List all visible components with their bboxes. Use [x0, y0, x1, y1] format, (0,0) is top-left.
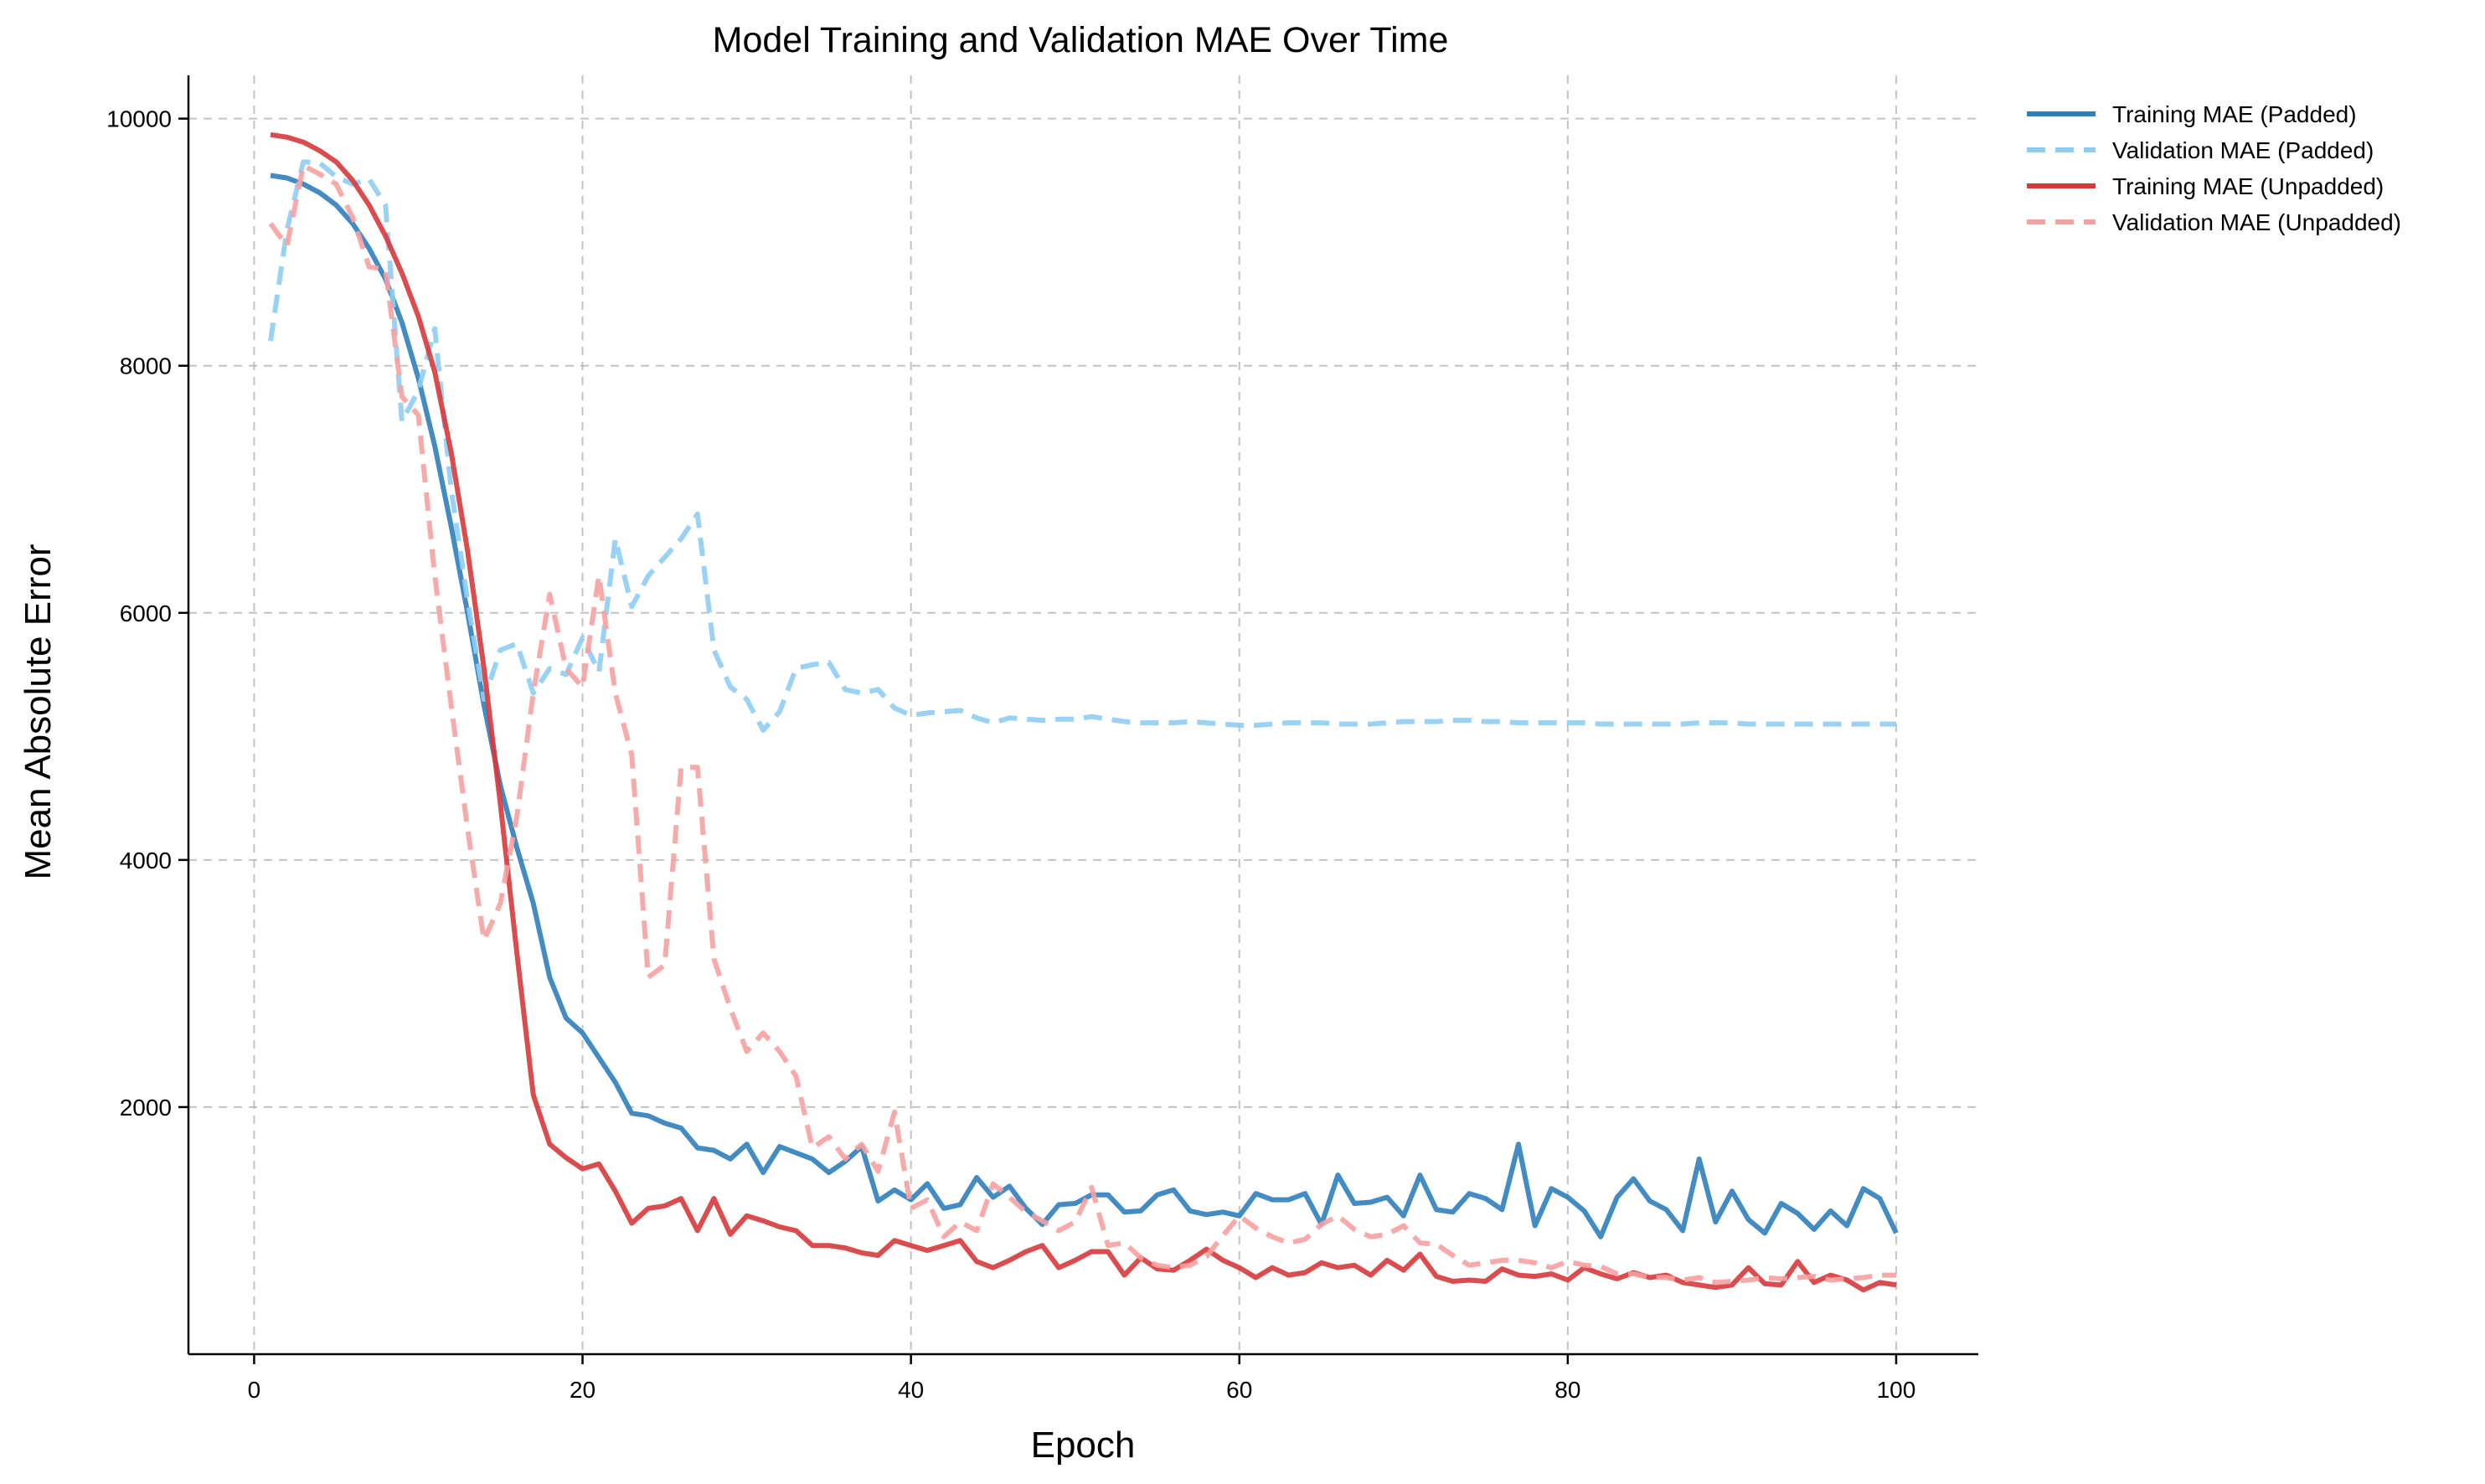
x-axis-label: Epoch — [1031, 1425, 1136, 1466]
y-tick-label: 4000 — [120, 848, 172, 873]
series-line-validation-mae-padded — [268, 159, 1896, 733]
y-tick-label: 8000 — [120, 353, 172, 379]
x-tick-label: 100 — [1877, 1377, 1916, 1403]
series-line-training-mae-unpadded — [270, 131, 1897, 1293]
y-tick-label: 2000 — [120, 1095, 172, 1121]
series-line-training-mae-padded — [270, 173, 1899, 1239]
x-tick-label: 40 — [898, 1377, 924, 1403]
legend-label: Validation MAE (Padded) — [2112, 137, 2374, 163]
x-tick-label: 60 — [1226, 1377, 1252, 1403]
series-line-validation-mae-unpadded — [268, 162, 1896, 1286]
grid — [188, 75, 1978, 1354]
y-tick-label: 6000 — [120, 600, 172, 626]
y-axis-label: Mean Absolute Error — [18, 544, 59, 879]
axis-ticks: 0 20 40 60 80 100 2000 4000 6000 8000 10000 — [106, 106, 1915, 1403]
legend: Training MAE (Padded) Validation MAE (Pad… — [2027, 101, 2401, 235]
series-lines — [268, 131, 1899, 1293]
x-tick-label: 80 — [1554, 1377, 1580, 1403]
legend-label: Training MAE (Padded) — [2112, 101, 2357, 127]
x-tick-label: 20 — [570, 1377, 595, 1403]
x-tick-label: 0 — [248, 1377, 261, 1403]
y-tick-label: 10000 — [106, 106, 172, 132]
legend-label: Training MAE (Unpadded) — [2112, 173, 2384, 199]
chart-title: Model Training and Validation MAE Over T… — [713, 20, 1449, 60]
legend-label: Validation MAE (Unpadded) — [2112, 209, 2401, 235]
